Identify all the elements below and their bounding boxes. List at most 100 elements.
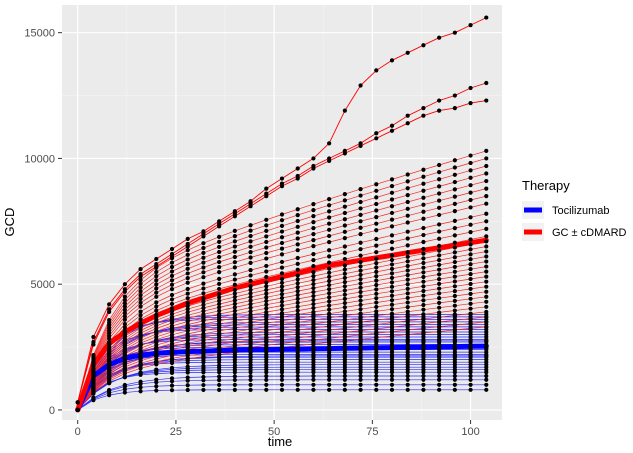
data-point: [311, 285, 316, 291]
data-point: [201, 250, 206, 255]
data-point: [295, 224, 300, 229]
data-point: [468, 267, 473, 272]
data-point: [342, 387, 347, 392]
data-point: [169, 309, 175, 314]
data-point: [452, 30, 457, 35]
data-point: [374, 195, 379, 200]
data-point: [295, 166, 300, 171]
data-point: [295, 277, 300, 282]
data-point: [405, 309, 410, 314]
data-point: [342, 267, 347, 272]
data-point: [311, 297, 316, 303]
data-point: [374, 282, 379, 288]
data-point: [311, 293, 316, 299]
data-point: [342, 204, 347, 209]
data-point: [138, 320, 143, 326]
data-point: [374, 291, 379, 296]
data-point: [389, 382, 395, 387]
data-point: [169, 297, 175, 302]
data-point: [452, 298, 457, 303]
data-point: [342, 334, 347, 339]
data-point: [169, 359, 175, 364]
data-point: [421, 260, 426, 266]
data-point: [264, 256, 269, 261]
data-point: [264, 194, 269, 199]
data-point: [279, 212, 285, 217]
data-point: [327, 227, 332, 232]
data-point: [374, 256, 379, 261]
data-point: [437, 310, 442, 315]
data-point: [358, 253, 363, 258]
data-point: [342, 229, 347, 234]
data-point: [279, 235, 285, 240]
x-tick-label: 25: [170, 426, 182, 438]
data-point: [295, 218, 300, 224]
data-point: [468, 382, 473, 387]
data-point: [279, 333, 285, 339]
data-point: [185, 236, 190, 242]
data-point: [232, 387, 237, 392]
data-point: [154, 274, 159, 279]
data-point: [217, 305, 222, 310]
data-point: [342, 300, 347, 306]
data-point: [437, 258, 442, 263]
data-point: [311, 321, 316, 327]
data-point: [358, 324, 363, 329]
data-point: [138, 289, 143, 294]
data-point: [248, 323, 253, 328]
data-point: [185, 310, 190, 315]
data-point: [468, 377, 473, 382]
data-point: [217, 312, 222, 317]
data-point: [389, 177, 395, 182]
data-point: [232, 282, 237, 287]
data-point: [484, 244, 489, 249]
data-point: [421, 239, 426, 245]
data-point: [327, 373, 332, 379]
data-point: [468, 276, 473, 282]
data-point: [484, 148, 489, 153]
data-point: [405, 250, 410, 255]
data-point: [295, 296, 300, 301]
data-point: [405, 213, 410, 218]
data-point: [154, 269, 159, 275]
data-point: [452, 387, 457, 392]
data-point: [484, 226, 489, 231]
data-point: [421, 265, 426, 270]
data-point: [374, 335, 379, 340]
data-point: [185, 275, 190, 281]
data-point: [217, 224, 222, 229]
data-point: [327, 377, 332, 382]
data-point: [248, 312, 253, 318]
data-point: [342, 223, 347, 228]
data-point: [468, 301, 473, 306]
data-point: [484, 156, 489, 161]
data-point: [452, 250, 457, 255]
data-point: [358, 272, 363, 277]
data-point: [358, 281, 363, 286]
data-point: [138, 274, 143, 279]
data-point: [232, 308, 237, 313]
data-point: [421, 284, 426, 289]
data-point: [358, 294, 363, 299]
data-point: [248, 223, 253, 228]
data-point: [311, 208, 316, 213]
data-point: [437, 98, 442, 103]
data-point: [342, 338, 347, 343]
data-point: [122, 374, 127, 379]
data-point: [232, 343, 237, 348]
data-point: [107, 302, 112, 307]
data-point: [484, 201, 489, 206]
data-point: [217, 295, 222, 300]
data-point: [484, 284, 489, 289]
data-point: [122, 317, 127, 322]
x-axis: 0 25 50 75 100: [75, 420, 480, 438]
data-point: [405, 300, 410, 305]
data-point: [342, 313, 347, 318]
data-point: [311, 301, 316, 307]
data-point: [327, 141, 332, 146]
data-point: [279, 176, 285, 181]
data-point: [468, 175, 473, 180]
data-point: [185, 356, 190, 361]
data-point: [327, 295, 332, 300]
data-point: [389, 302, 395, 307]
